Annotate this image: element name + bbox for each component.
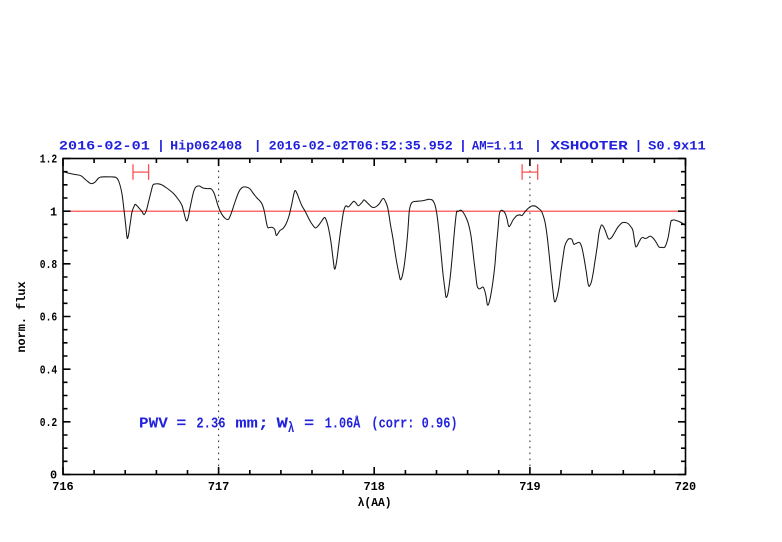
svg-text:0.8: 0.8 bbox=[40, 258, 57, 272]
svg-text:2016-02-02T06:52:35.952: 2016-02-02T06:52:35.952 bbox=[269, 139, 453, 154]
svg-text:2016-02-01: 2016-02-01 bbox=[59, 139, 150, 154]
svg-text:XSHOOTER: XSHOOTER bbox=[550, 139, 628, 154]
svg-text:W: W bbox=[277, 416, 289, 433]
svg-text:0.4: 0.4 bbox=[40, 363, 57, 377]
svg-text:718: 718 bbox=[363, 480, 384, 494]
svg-text:|: | bbox=[157, 139, 165, 154]
svg-text:norm. flux: norm. flux bbox=[15, 281, 29, 352]
svg-text:PWV: PWV bbox=[139, 416, 168, 433]
svg-text:=: = bbox=[304, 416, 314, 433]
svg-text:720: 720 bbox=[675, 480, 696, 494]
svg-text:=: = bbox=[176, 416, 186, 433]
svg-text:mm;: mm; bbox=[235, 416, 269, 433]
svg-text:0.2: 0.2 bbox=[40, 416, 57, 430]
svg-text:S0.9x11: S0.9x11 bbox=[648, 139, 706, 154]
svg-text:Hip062408: Hip062408 bbox=[170, 139, 242, 154]
svg-text:λ(AA): λ(AA) bbox=[358, 496, 392, 510]
svg-text:|: | bbox=[254, 139, 262, 154]
svg-text:|: | bbox=[635, 139, 643, 154]
svg-text:0: 0 bbox=[50, 469, 57, 483]
svg-text:719: 719 bbox=[519, 480, 540, 494]
svg-text:2.36: 2.36 bbox=[196, 416, 225, 433]
svg-text:(corr: 0.96): (corr: 0.96) bbox=[371, 416, 457, 433]
svg-text:|: | bbox=[534, 139, 542, 154]
svg-text:1.06Å: 1.06Å bbox=[325, 416, 361, 433]
svg-text:λ: λ bbox=[288, 420, 294, 437]
svg-text:|: | bbox=[459, 139, 467, 154]
svg-text:1: 1 bbox=[50, 205, 57, 219]
svg-text:1.2: 1.2 bbox=[40, 153, 57, 167]
svg-text:716: 716 bbox=[52, 480, 73, 494]
svg-text:0.6: 0.6 bbox=[40, 311, 57, 325]
svg-text:AM=1.11: AM=1.11 bbox=[472, 139, 523, 154]
svg-text:717: 717 bbox=[208, 480, 229, 494]
